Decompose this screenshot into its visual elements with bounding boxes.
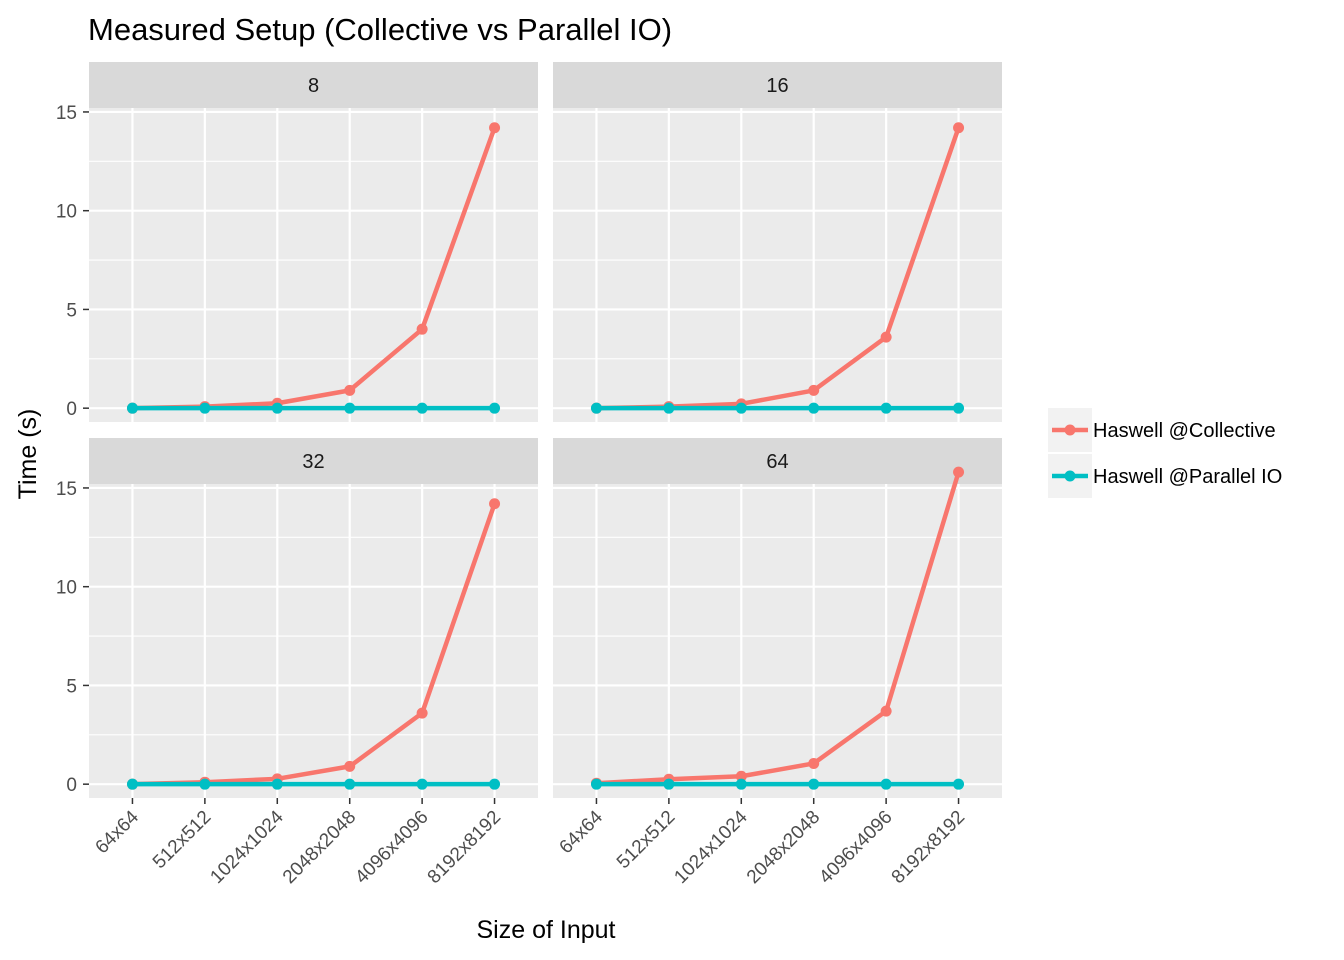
- data-point: [590, 778, 602, 790]
- panel-background: [553, 108, 1002, 422]
- data-point: [808, 384, 820, 396]
- y-axis-title: Time (s): [14, 409, 42, 500]
- facet-strip-label: 8: [308, 75, 319, 97]
- data-point: [808, 757, 820, 769]
- legend-label: Haswell @Collective: [1093, 420, 1276, 442]
- data-point: [663, 402, 675, 414]
- y-tick-label: 5: [66, 676, 77, 697]
- y-tick-label: 10: [56, 202, 77, 223]
- x-tick-label: 1024x1024: [670, 806, 752, 888]
- x-tick-label: 8192x8192: [424, 807, 505, 888]
- chart-title: Measured Setup (Collective vs Parallel I…: [88, 12, 672, 47]
- y-tick-label: 15: [56, 103, 77, 124]
- data-point: [489, 122, 501, 134]
- series-line: [596, 471, 961, 786]
- data-point: [489, 498, 501, 510]
- data-point: [880, 705, 892, 717]
- data-point: [199, 778, 211, 790]
- x-tick-label: 2048x2048: [743, 807, 824, 888]
- panel-background: [89, 484, 538, 798]
- data-point: [663, 778, 675, 790]
- data-point: [489, 778, 501, 790]
- x-tick-label: 2048x2048: [279, 807, 360, 888]
- data-point: [271, 778, 283, 790]
- legend-item: Haswell @Collective: [1048, 408, 1276, 452]
- legend: Haswell @Collective Haswell @Parallel IO: [1048, 408, 1282, 498]
- data-point: [808, 402, 820, 414]
- data-point: [416, 323, 428, 335]
- facet-strip-label: 64: [766, 451, 788, 473]
- data-point: [416, 402, 428, 414]
- data-point: [735, 770, 747, 782]
- data-point: [953, 466, 965, 478]
- facet-strip-label: 16: [766, 75, 788, 97]
- x-tick-label: 4096x4096: [351, 807, 432, 888]
- data-point: [953, 778, 965, 790]
- panel-background: [553, 484, 1002, 798]
- data-point: [344, 760, 356, 772]
- facet-panel-64: 64 64x64 512x5121024x10242048x20484096x409…: [553, 438, 1002, 888]
- facet-strip-label: 32: [302, 451, 324, 473]
- panel-background: [89, 108, 538, 422]
- data-point: [489, 402, 501, 414]
- data-point: [344, 384, 356, 396]
- legend-key-point: [1064, 470, 1076, 482]
- y-tick-label: 0: [66, 399, 77, 420]
- x-tick-label: 4096x4096: [815, 807, 896, 888]
- data-point: [808, 778, 820, 790]
- data-point: [880, 778, 892, 790]
- data-point: [271, 402, 283, 414]
- legend-label: Haswell @Parallel IO: [1093, 466, 1282, 488]
- x-tick-label: 64x64: [92, 806, 144, 858]
- data-point: [344, 778, 356, 790]
- facet-strip: [553, 438, 1002, 484]
- facet-panel-16: 16: [553, 62, 1002, 422]
- data-point: [953, 122, 965, 134]
- x-axis-title: Size of Input: [477, 916, 616, 944]
- x-tick-label: 64x64: [556, 806, 608, 858]
- data-point: [199, 402, 211, 414]
- facet-strip: [89, 62, 538, 108]
- data-point: [953, 402, 965, 414]
- facet-panel-32: 32 0 5 10 15 64x64 512x5121024x10242048x204840…: [56, 438, 538, 888]
- data-point: [126, 402, 138, 414]
- data-point: [344, 402, 356, 414]
- data-point: [416, 707, 428, 719]
- data-point: [735, 778, 747, 790]
- x-tick-label: 8192x8192: [888, 807, 969, 888]
- y-tick-label: 15: [56, 479, 77, 500]
- legend-key-point: [1064, 424, 1076, 436]
- facet-panel-8: 8 0 5 10 15: [56, 62, 538, 422]
- data-point: [880, 331, 892, 343]
- x-tick-label: 512x512: [613, 807, 679, 873]
- x-tick-label: 1024x1024: [206, 806, 288, 888]
- facet-strip: [553, 62, 1002, 108]
- facet-strip: [89, 438, 538, 484]
- data-point: [590, 402, 602, 414]
- data-point: [416, 778, 428, 790]
- legend-item: Haswell @Parallel IO: [1048, 454, 1282, 498]
- y-tick-label: 10: [56, 578, 77, 599]
- x-tick-label: 512x512: [149, 807, 215, 873]
- data-point: [126, 778, 138, 790]
- data-point: [880, 402, 892, 414]
- data-point: [735, 402, 747, 414]
- y-tick-label: 5: [66, 300, 77, 321]
- y-tick-label: 0: [66, 775, 77, 796]
